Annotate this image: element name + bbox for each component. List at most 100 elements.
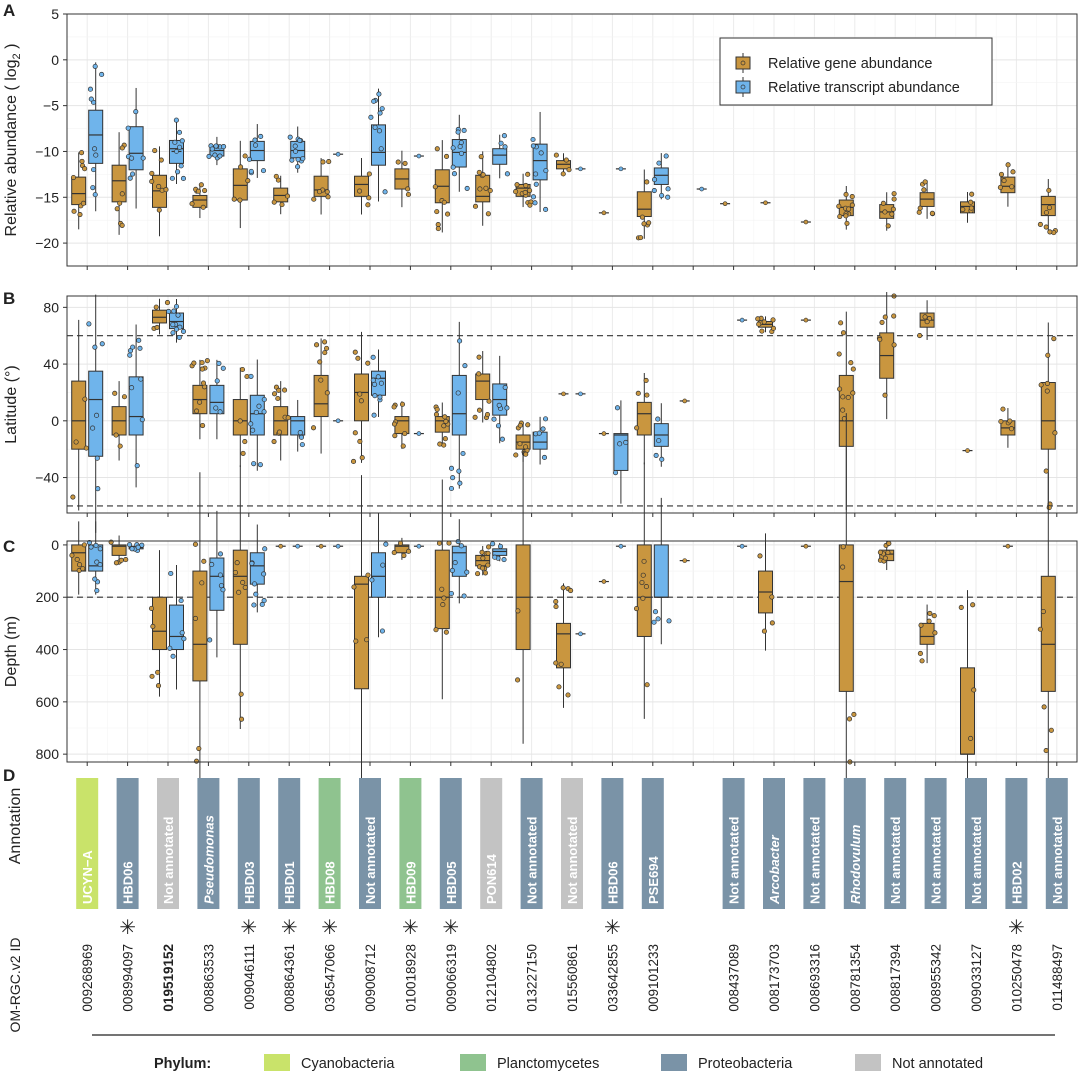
data-point (517, 422, 523, 428)
gene-box (189, 358, 210, 440)
data-point (156, 207, 162, 213)
data-point (504, 405, 510, 411)
annotation-bar (116, 778, 139, 909)
data-point (443, 153, 450, 159)
data-point (891, 196, 897, 202)
data-point (849, 202, 855, 208)
annotation-bar (76, 778, 99, 909)
annotation-column: HBD06 ✳ 033642855 (601, 778, 624, 1012)
box-body (354, 175, 369, 197)
data-point (543, 206, 549, 212)
gene-box (354, 158, 372, 215)
data-point (80, 566, 86, 572)
data-point (435, 226, 441, 232)
data-point (71, 208, 77, 214)
data-point (682, 398, 688, 404)
data-point (275, 395, 281, 402)
data-point (476, 371, 482, 377)
data-point (450, 164, 456, 170)
data-point (553, 599, 559, 605)
data-point (372, 381, 378, 387)
gene-box (916, 179, 936, 219)
gene-box (69, 521, 87, 595)
data-point (88, 96, 94, 102)
data-point (138, 376, 144, 382)
legend-label: Relative gene abundance (768, 56, 932, 72)
data-point (1040, 608, 1046, 615)
data-point (250, 427, 256, 433)
box-body (636, 401, 652, 436)
data-point (199, 360, 205, 366)
data-point (926, 618, 932, 624)
data-point (491, 416, 497, 422)
data-point (891, 191, 897, 197)
data-point (206, 153, 212, 159)
annotation-label: Not annotated (1050, 817, 1065, 904)
data-point (652, 609, 659, 615)
data-point (464, 185, 470, 191)
data-point (513, 452, 519, 458)
data-point (156, 183, 162, 190)
data-point (121, 394, 127, 400)
data-point (129, 385, 135, 391)
gene-box (515, 450, 531, 744)
annotation-column: HBD01 ✳ 008864361 (278, 778, 301, 1012)
annotation-bar (803, 778, 826, 909)
data-point (530, 194, 537, 200)
data-point (359, 455, 365, 461)
data-point (318, 543, 324, 549)
data-point (139, 417, 145, 423)
data-point (443, 629, 449, 635)
data-point (1046, 505, 1052, 511)
annotation-column: Arcobacter 008173703 (763, 778, 785, 1012)
data-point (665, 186, 671, 192)
annotation-bar (278, 778, 301, 909)
data-point (175, 312, 181, 318)
data-point (231, 196, 237, 202)
data-point (95, 486, 101, 492)
data-point (365, 572, 371, 578)
data-point (882, 209, 888, 215)
data-point (482, 570, 488, 576)
data-point (158, 157, 164, 163)
data-point (196, 745, 202, 752)
data-point (179, 630, 185, 636)
data-point (86, 321, 92, 327)
gene-box (876, 292, 897, 420)
data-point (458, 150, 465, 156)
annotation-column: PSE694 009101233 (641, 778, 664, 1012)
om-rgc-id: 008693316 (807, 944, 822, 1012)
data-point (644, 682, 650, 688)
data-point (322, 339, 328, 345)
annotation-bar (318, 778, 341, 909)
data-point (195, 188, 201, 194)
data-point (297, 430, 303, 436)
data-point (217, 551, 224, 557)
data-point (271, 438, 277, 445)
data-point (300, 156, 306, 162)
data-point (840, 407, 846, 413)
data-point (504, 171, 510, 177)
data-point (515, 677, 521, 683)
data-point (891, 342, 897, 348)
gene-box (391, 537, 412, 560)
box-body (249, 552, 265, 585)
legend-box (719, 37, 993, 106)
annotation-bar (763, 778, 785, 909)
data-point (149, 170, 155, 176)
annotation-column: HBD08 ✳ 036547066 (318, 778, 341, 1012)
data-point (93, 152, 99, 158)
data-point (618, 543, 624, 549)
data-point (152, 147, 158, 154)
om-rgc-id: 009046111 (242, 944, 257, 1010)
data-point (965, 448, 970, 453)
data-point (458, 543, 464, 549)
om-rgc-id: 008955342 (929, 944, 944, 1012)
data-point (843, 213, 849, 219)
data-point (371, 98, 377, 104)
annotation-label: Not annotated (727, 817, 742, 904)
data-point (83, 445, 89, 451)
box-body (290, 140, 306, 159)
data-point (442, 414, 448, 420)
gene-box (960, 191, 975, 223)
